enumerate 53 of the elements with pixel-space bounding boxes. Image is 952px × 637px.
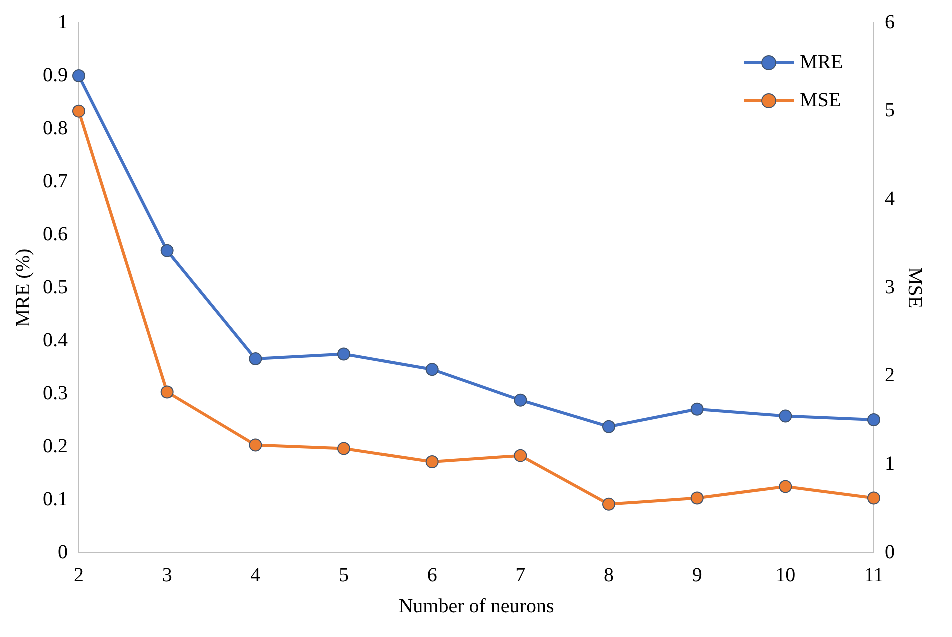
y-tick-label: 0.9 bbox=[43, 64, 68, 86]
point bbox=[160, 244, 174, 258]
x-tick-label: 10 bbox=[776, 564, 796, 586]
y2-tick-label: 5 bbox=[885, 100, 895, 122]
point bbox=[72, 70, 86, 82]
y-tick-label: 0.3 bbox=[43, 382, 68, 404]
y-tick-label: 0.4 bbox=[43, 329, 68, 352]
y-tick-label: 0.6 bbox=[43, 223, 68, 246]
y2-tick-label: 2 bbox=[885, 364, 895, 387]
x-tick-label: 11 bbox=[864, 564, 884, 586]
x-tick-label: 5 bbox=[339, 564, 349, 586]
point bbox=[160, 386, 174, 399]
y-tick-label: 0.8 bbox=[43, 117, 68, 140]
x-tick-label: 6 bbox=[427, 564, 438, 586]
point bbox=[779, 410, 792, 423]
y-tick-label: 0.5 bbox=[43, 276, 68, 298]
point bbox=[514, 449, 528, 462]
y2-tick-label: 3 bbox=[885, 276, 895, 298]
x-axis-title: Number of neurons bbox=[398, 595, 554, 618]
y-tick-label: 1 bbox=[58, 11, 68, 34]
point bbox=[779, 480, 792, 494]
x-tick-label: 3 bbox=[162, 564, 172, 586]
legend-label: MSE bbox=[800, 89, 842, 112]
y-tick-label: 0.2 bbox=[43, 435, 68, 458]
y2-tick-label: 4 bbox=[885, 188, 895, 210]
x-tick-label: 4 bbox=[250, 564, 261, 586]
x-tick-label: 7 bbox=[516, 564, 526, 586]
point bbox=[868, 413, 880, 426]
y-tick-label: 0 bbox=[58, 541, 68, 564]
legend-label: MRE bbox=[800, 51, 844, 74]
point bbox=[338, 442, 350, 456]
x-tick-label: 9 bbox=[692, 564, 702, 586]
y2-tick-label: 1 bbox=[885, 452, 895, 475]
point bbox=[426, 363, 439, 376]
y2-axis-title: MSE bbox=[904, 267, 926, 309]
x-tick-label: 8 bbox=[604, 564, 614, 586]
point bbox=[72, 104, 86, 118]
point bbox=[249, 352, 262, 366]
y-tick-label: 0.1 bbox=[43, 488, 68, 510]
x-tick-label: 2 bbox=[74, 564, 84, 586]
y-axis-title: MRE (%) bbox=[12, 248, 34, 328]
y2-tick-label: 0 bbox=[885, 541, 895, 564]
point bbox=[690, 402, 704, 416]
y2-tick-label: 6 bbox=[885, 11, 895, 34]
point bbox=[602, 420, 616, 434]
point bbox=[338, 348, 350, 361]
point bbox=[426, 456, 439, 469]
y-tick-label: 0.7 bbox=[43, 170, 68, 192]
point bbox=[249, 438, 262, 452]
point bbox=[868, 492, 880, 505]
point bbox=[514, 394, 528, 407]
point bbox=[602, 498, 616, 511]
point bbox=[690, 492, 704, 505]
